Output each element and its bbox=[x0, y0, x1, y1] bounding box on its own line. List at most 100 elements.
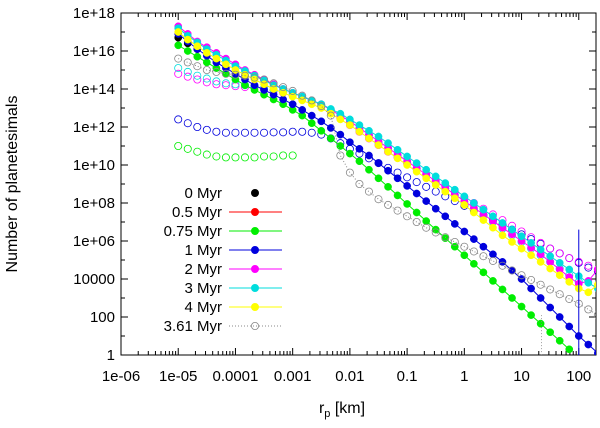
data-point bbox=[517, 271, 526, 280]
data-point bbox=[479, 242, 488, 251]
data-point bbox=[393, 145, 402, 154]
data-point bbox=[174, 54, 183, 63]
data-point bbox=[193, 42, 202, 51]
series-layer bbox=[174, 22, 596, 355]
data-point bbox=[250, 153, 259, 162]
data-point bbox=[212, 127, 221, 136]
data-point bbox=[355, 127, 364, 136]
data-point bbox=[555, 249, 564, 258]
data-point bbox=[174, 64, 183, 73]
data-point bbox=[298, 106, 307, 114]
data-point bbox=[422, 165, 431, 174]
data-point bbox=[384, 166, 392, 175]
data-point bbox=[431, 228, 440, 237]
legend-marker bbox=[250, 283, 259, 292]
data-point bbox=[355, 157, 364, 166]
data-point bbox=[307, 119, 316, 128]
data-point bbox=[279, 128, 288, 137]
data-point bbox=[212, 77, 221, 86]
data-point bbox=[279, 83, 288, 92]
data-point bbox=[202, 125, 211, 134]
data-point bbox=[269, 79, 278, 88]
data-point bbox=[202, 49, 211, 57]
data-point bbox=[221, 81, 230, 90]
data-point bbox=[279, 95, 287, 104]
data-point bbox=[565, 254, 574, 263]
data-point bbox=[307, 111, 316, 120]
legend-label: 3.61 Myr bbox=[164, 318, 222, 335]
legend-entry: 3 Myr bbox=[185, 280, 282, 297]
data-point bbox=[202, 150, 211, 159]
data-point bbox=[593, 267, 596, 275]
data-point bbox=[365, 134, 373, 143]
data-point bbox=[240, 153, 249, 162]
data-point bbox=[212, 80, 221, 89]
data-point bbox=[222, 60, 230, 69]
data-point bbox=[365, 165, 373, 174]
data-point bbox=[527, 275, 536, 284]
data-point bbox=[326, 111, 335, 120]
data-point bbox=[555, 259, 564, 267]
x-tick-label: 1 bbox=[460, 368, 468, 385]
data-point bbox=[202, 78, 211, 87]
data-point bbox=[279, 151, 288, 160]
data-point bbox=[174, 115, 183, 124]
data-point bbox=[250, 128, 259, 137]
data-point bbox=[183, 58, 192, 67]
data-point bbox=[288, 100, 297, 109]
data-point bbox=[221, 69, 230, 78]
data-point bbox=[202, 58, 211, 67]
data-point bbox=[193, 123, 202, 132]
data-point bbox=[565, 345, 574, 354]
data-point bbox=[174, 28, 183, 36]
data-point bbox=[183, 67, 192, 76]
data-point bbox=[212, 152, 221, 161]
data-point bbox=[431, 187, 440, 196]
data-point bbox=[594, 266, 596, 273]
data-point bbox=[527, 251, 535, 260]
data-point bbox=[346, 138, 354, 147]
legend-marker bbox=[250, 321, 259, 330]
data-point bbox=[594, 281, 596, 289]
data-point bbox=[527, 239, 535, 247]
data-point bbox=[183, 119, 192, 128]
data-point bbox=[393, 191, 402, 200]
data-point bbox=[260, 75, 269, 84]
data-point bbox=[403, 161, 411, 169]
data-point bbox=[536, 245, 545, 254]
data-point bbox=[260, 128, 269, 137]
legend-label: 0 Myr bbox=[185, 185, 223, 202]
data-point bbox=[594, 349, 596, 355]
data-point bbox=[307, 96, 316, 105]
data-point bbox=[479, 268, 488, 277]
data-point bbox=[221, 79, 230, 88]
data-point bbox=[346, 149, 354, 158]
data-point bbox=[260, 152, 269, 161]
data-point bbox=[174, 69, 183, 78]
data-point bbox=[374, 159, 383, 167]
data-point bbox=[470, 199, 478, 207]
data-point bbox=[174, 141, 183, 150]
data-point bbox=[431, 204, 440, 213]
data-point bbox=[470, 259, 478, 268]
data-point bbox=[374, 141, 383, 149]
x-axis-label: rp [km] bbox=[319, 400, 365, 420]
data-point bbox=[555, 313, 564, 321]
legend-marker bbox=[250, 264, 259, 273]
data-point bbox=[202, 74, 211, 83]
data-point bbox=[527, 284, 535, 293]
y-tick-label: 1e+16 bbox=[73, 43, 115, 60]
y-axis-label: Number of planetesimals bbox=[4, 96, 21, 273]
data-point bbox=[355, 121, 364, 129]
data-point bbox=[307, 128, 316, 137]
data-point bbox=[489, 250, 497, 259]
data-point bbox=[365, 126, 373, 135]
x-tick-label: 100 bbox=[566, 368, 591, 385]
data-point bbox=[288, 127, 297, 136]
legend-label: 2 Myr bbox=[185, 261, 223, 278]
data-point bbox=[584, 263, 593, 272]
data-point bbox=[240, 128, 249, 137]
data-point bbox=[336, 151, 345, 160]
data-point bbox=[240, 71, 249, 80]
y-tick-label: 1e+14 bbox=[73, 81, 115, 98]
